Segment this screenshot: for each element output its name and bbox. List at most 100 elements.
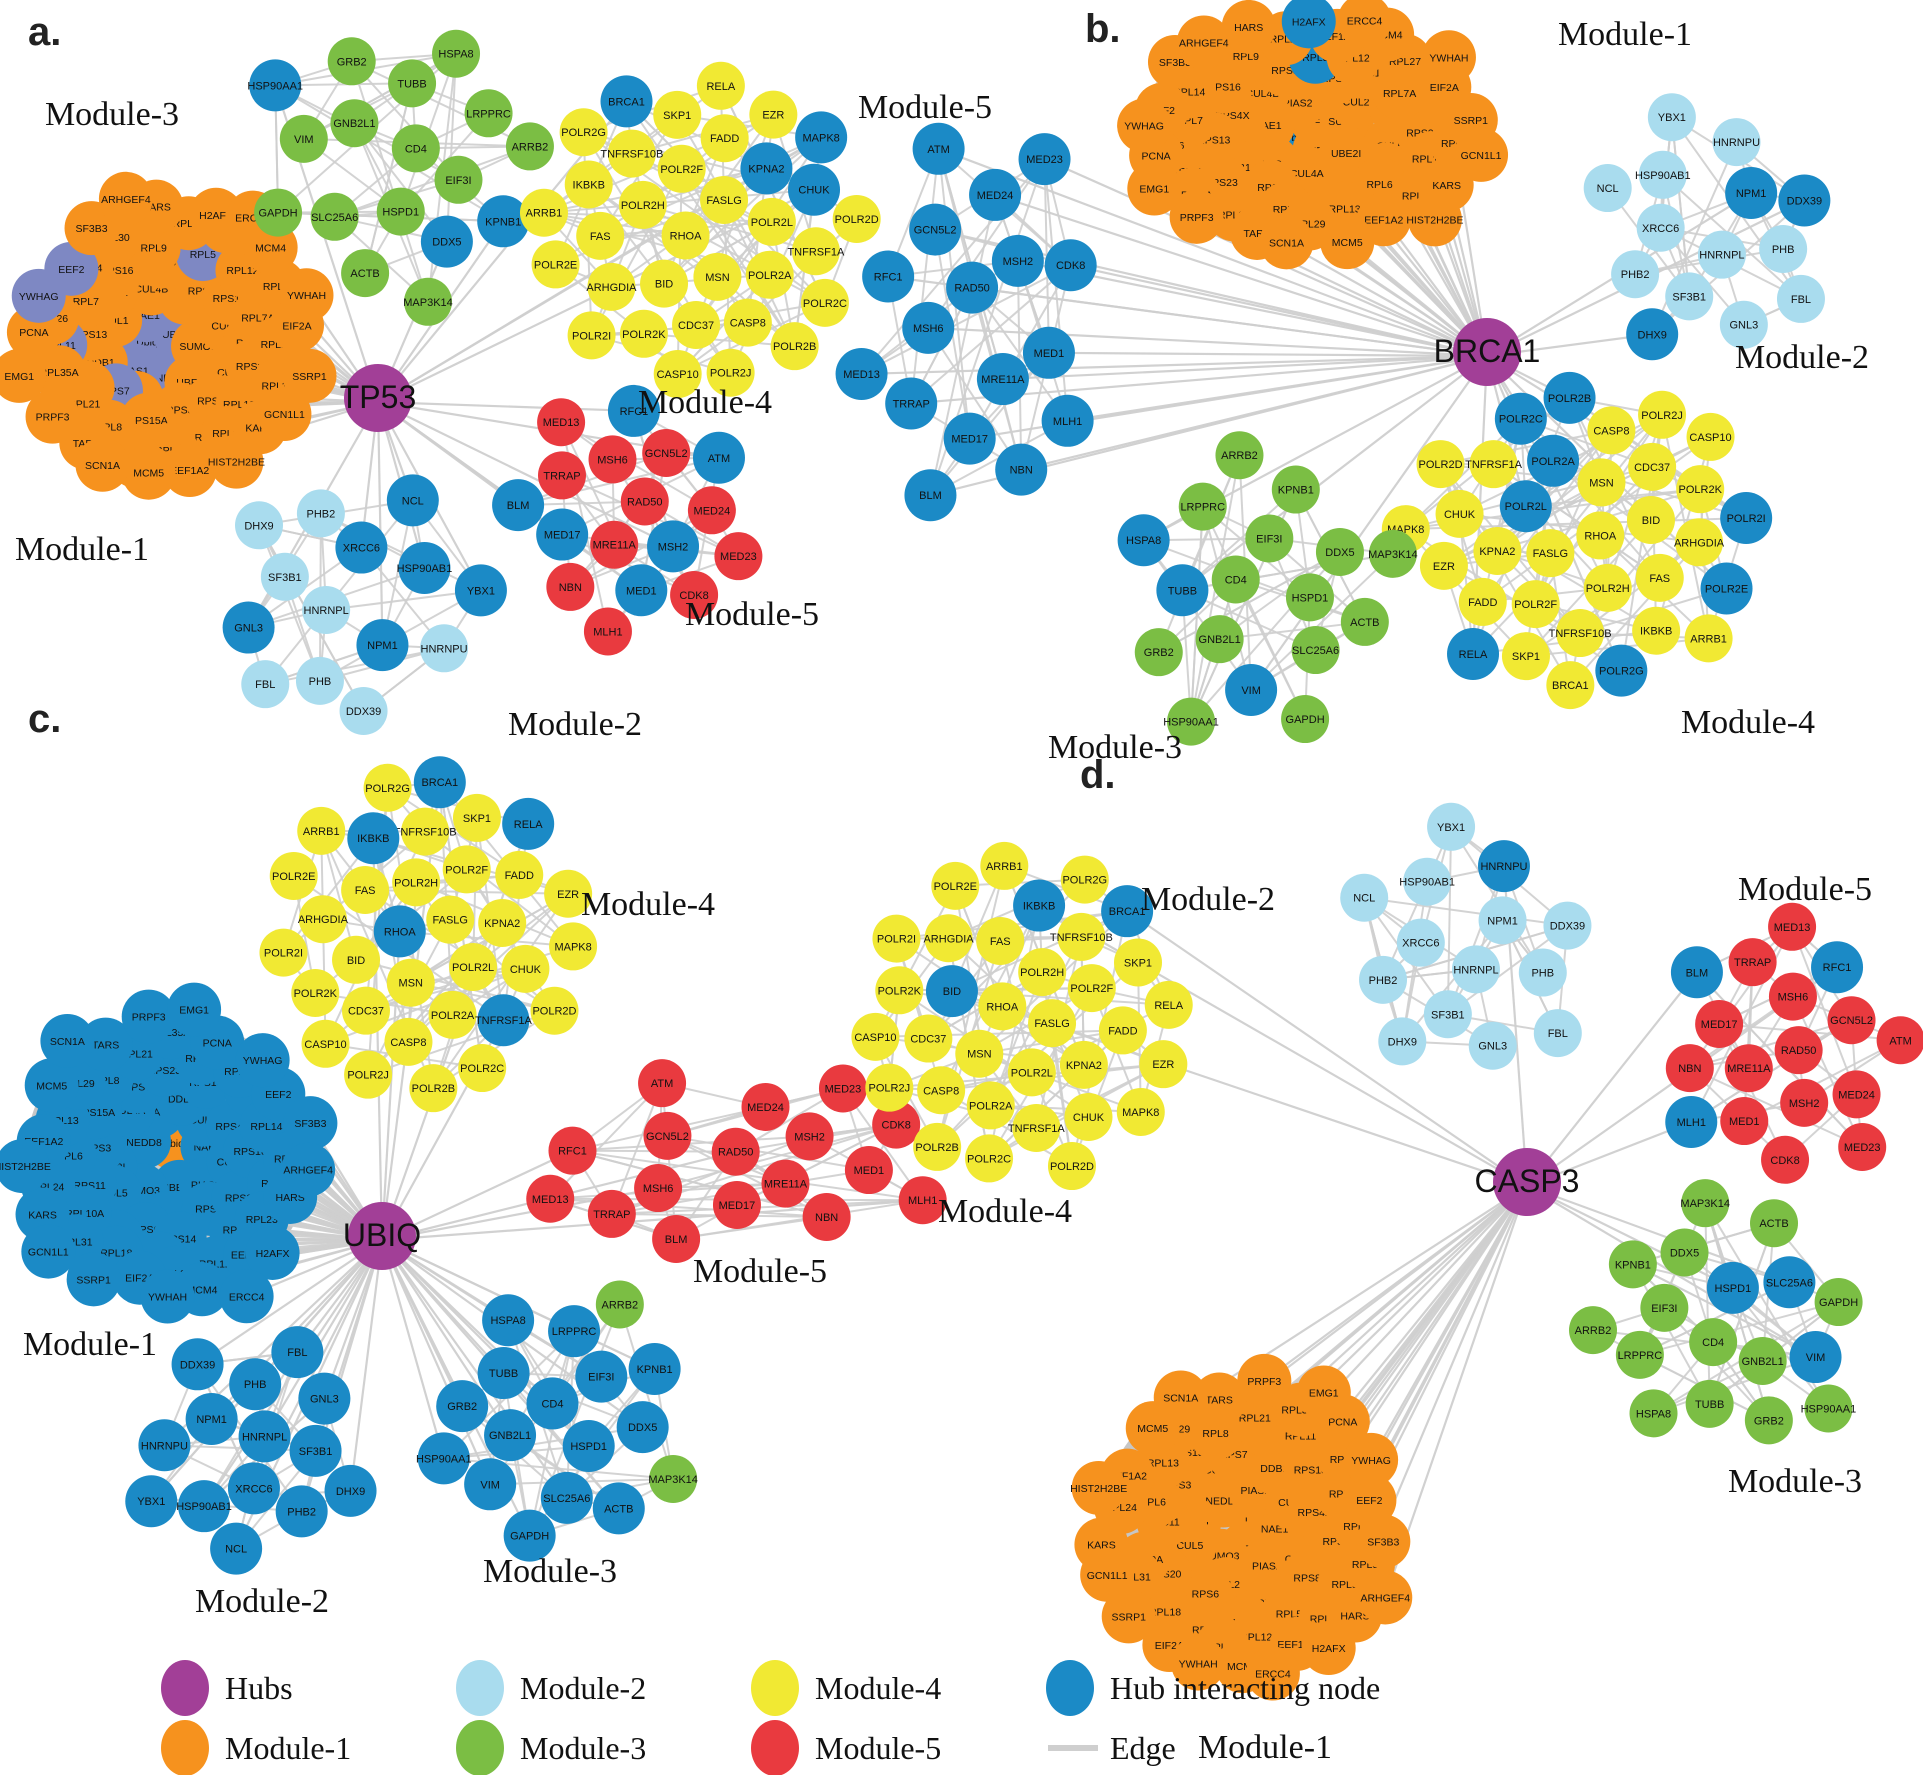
node-NPM1: NPM1 [1478,896,1527,945]
svg-text:UBIQ: UBIQ [343,1217,421,1253]
node-HNRNPL: HNRNPL [1697,230,1746,279]
node-HSPA8: HSPA8 [482,1294,535,1347]
svg-text:YWHAG: YWHAG [1124,121,1164,133]
node-POLR2G: POLR2G [1595,644,1648,697]
node-EZR: EZR [749,90,798,139]
node-FAS: FAS [576,211,625,260]
edge [1250,553,1394,691]
node-MED23: MED23 [714,532,763,581]
node-MSH6: MSH6 [588,435,637,484]
node-YBX1: YBX1 [454,564,507,617]
svg-text:PHB: PHB [1772,244,1795,256]
node-CASP8: CASP8 [917,1066,966,1115]
node-PHB2: PHB2 [296,489,345,538]
node-TUBB: TUBB [477,1347,530,1400]
node-NPM1: NPM1 [356,619,409,672]
node-MED24: MED24 [1832,1070,1881,1119]
svg-text:CDK8: CDK8 [1056,260,1085,272]
node-POLR2D: POLR2D [1047,1142,1096,1191]
svg-text:MED23: MED23 [825,1083,862,1095]
svg-text:NCL: NCL [225,1544,247,1556]
node-RFC1: RFC1 [1811,941,1864,994]
panel-c: RHOA FASLG MSN POLR2H POLR2L BID POLR2F POLR2A F… [0,697,947,1620]
svg-text:MED1: MED1 [1034,348,1065,360]
svg-text:KPNA2: KPNA2 [748,163,784,175]
svg-text:VIM: VIM [480,1479,500,1491]
svg-text:TRRAP: TRRAP [543,470,580,482]
svg-text:HSP90AB1: HSP90AB1 [1635,170,1691,182]
svg-text:BLM: BLM [665,1234,688,1246]
node-MSN: MSN [1577,458,1626,507]
svg-text:IKBKB: IKBKB [1023,901,1055,913]
svg-text:POLR2F: POLR2F [1514,599,1557,611]
svg-text:GAPDH: GAPDH [1819,1297,1858,1309]
svg-text:MED13: MED13 [843,369,880,381]
node-POLR2J: POLR2J [865,1063,914,1112]
svg-text:POLR2K: POLR2K [622,329,666,341]
edge [1653,1356,1816,1415]
node-DDX5: DDX5 [1660,1228,1709,1277]
node-MAP3K14: MAP3K14 [1680,1179,1730,1228]
svg-text:SLC25A6: SLC25A6 [311,212,358,224]
svg-text:SSRP1: SSRP1 [1111,1611,1146,1623]
svg-text:TNFRSF1A: TNFRSF1A [475,1015,533,1027]
edge [1791,926,1858,1095]
svg-text:PCNA: PCNA [1328,1416,1357,1428]
svg-text:HSPD1: HSPD1 [570,1441,607,1453]
node-EIF3I: EIF3I [1245,514,1294,563]
node-DDX39: DDX39 [171,1338,224,1391]
svg-text:MRE11A: MRE11A [593,540,637,552]
legend-swatch [456,1660,504,1716]
svg-text:ARRB1: ARRB1 [1690,633,1727,645]
node-ARHGEF4: ARHGEF4 [1176,15,1231,70]
legend-swatch [1046,1660,1094,1716]
hub-edge [1067,354,1488,422]
node-GRB2: GRB2 [1134,628,1183,677]
module-label-b-module-3: Module-3 [1048,729,1182,766]
svg-text:ARRB1: ARRB1 [526,208,563,220]
svg-text:MSH6: MSH6 [643,1183,674,1195]
node-POLR2E: POLR2E [269,851,318,900]
svg-text:RPL13: RPL13 [1329,203,1361,215]
svg-text:SLC25A6: SLC25A6 [1766,1277,1813,1289]
svg-text:SCN1A: SCN1A [85,460,120,472]
node-EZR: EZR [544,869,593,918]
node-MRE11A: MRE11A [1724,1044,1773,1093]
node-PHB: PHB [295,656,344,705]
node-FBL: FBL [241,660,290,709]
node-SLC25A6: SLC25A6 [1763,1256,1816,1309]
node-MED24: MED24 [687,486,736,535]
node-ARHGEF4: ARHGEF4 [98,171,153,226]
svg-text:POLR2G: POLR2G [1062,875,1107,887]
svg-text:MCM5: MCM5 [36,1080,67,1092]
edge [1446,865,1505,1015]
node-MED23: MED23 [818,1064,867,1113]
svg-text:POLR2B: POLR2B [1548,393,1591,405]
node-GAPDH: GAPDH [254,188,303,237]
svg-text:POLR2K: POLR2K [1679,484,1723,496]
svg-text:POLR2J: POLR2J [1641,410,1683,422]
node-DHX9: DHX9 [1378,1017,1427,1066]
node-BID: BID [332,935,381,984]
node-NCL: NCL [210,1522,263,1575]
module-label-c-module-4: Module-4 [581,886,715,923]
svg-text:GRB2: GRB2 [337,56,367,68]
svg-text:YBX1: YBX1 [1437,822,1465,834]
svg-text:TNFRSF1A: TNFRSF1A [1008,1123,1066,1135]
svg-text:MLH1: MLH1 [908,1195,937,1207]
edge [303,52,457,140]
node-RAD50: RAD50 [946,261,999,314]
svg-text:HSPD1: HSPD1 [1715,1283,1752,1295]
labels-layer: Module-2 Module-5 Module-4 Module-3 Module-1… [938,753,1872,1766]
node-MED1: MED1 [1720,1097,1769,1146]
svg-text:POLR2B: POLR2B [915,1142,958,1154]
svg-text:GCN5L2: GCN5L2 [646,1131,689,1143]
edge [1157,454,1241,653]
node-MCM5: MCM5 [24,1058,79,1113]
node-IKBKB: IKBKB [347,812,400,865]
node-BRCA1: BRCA1 [413,756,466,809]
edge [1639,1301,1839,1356]
svg-text:DDX5: DDX5 [1325,547,1354,559]
svg-text:BLM: BLM [919,490,942,502]
node-YWHAG: YWHAG [1117,98,1172,153]
